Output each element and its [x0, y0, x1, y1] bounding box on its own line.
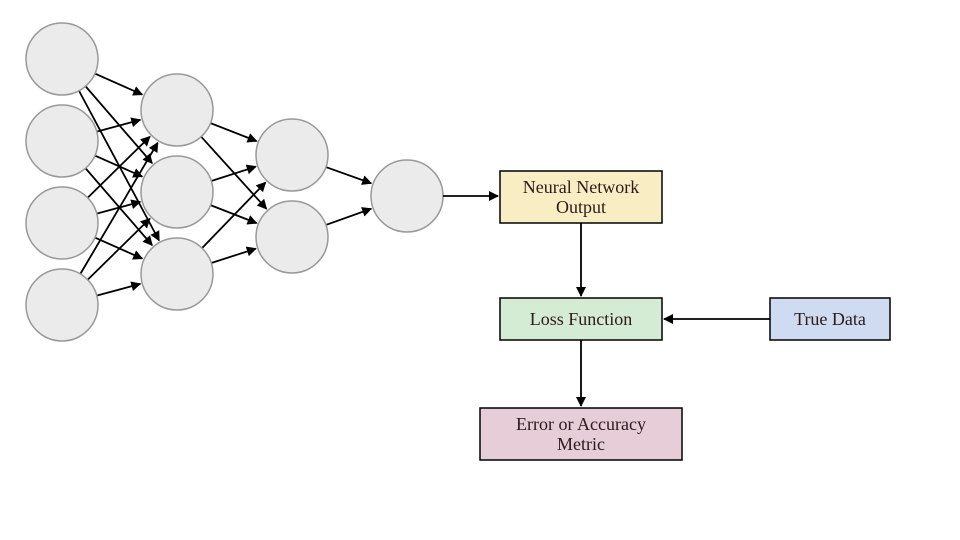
network-edge — [211, 167, 256, 181]
network-node — [141, 156, 213, 228]
network-node — [256, 201, 328, 273]
loss-box-label: Loss Function — [530, 309, 633, 329]
output-box-label: Neural Network — [523, 177, 639, 197]
truedata-box: True Data — [770, 298, 890, 340]
network-edge — [326, 167, 371, 183]
metric-box: Error or AccuracyMetric — [480, 408, 682, 460]
network-edge — [95, 74, 142, 95]
network-node — [26, 23, 98, 95]
output-box: Neural NetworkOutput — [500, 171, 662, 223]
network-node — [26, 105, 98, 177]
network-edge — [97, 284, 141, 296]
network-node — [26, 187, 98, 259]
network-edges — [79, 74, 371, 296]
network-edge — [95, 238, 142, 259]
network-edge — [211, 249, 256, 263]
network-node — [26, 269, 98, 341]
network-node — [256, 119, 328, 191]
loss-box: Loss Function — [500, 298, 662, 340]
network-edge — [211, 123, 257, 141]
boxes: Neural NetworkOutput Loss Function Error o… — [480, 171, 890, 460]
network-edge — [95, 156, 142, 177]
network-node — [141, 74, 213, 146]
output-box-label: Output — [556, 197, 606, 217]
truedata-box-label: True Data — [794, 309, 866, 329]
metric-box-label: Metric — [557, 434, 605, 454]
network-edge — [211, 205, 257, 223]
network-node — [371, 160, 443, 232]
network-nodes — [26, 23, 443, 341]
network-node — [141, 238, 213, 310]
metric-box-label: Error or Accuracy — [516, 414, 646, 434]
network-edge — [97, 120, 141, 132]
network-edge — [326, 209, 371, 225]
diagram-canvas: Neural NetworkOutput Loss Function Error o… — [0, 0, 960, 540]
